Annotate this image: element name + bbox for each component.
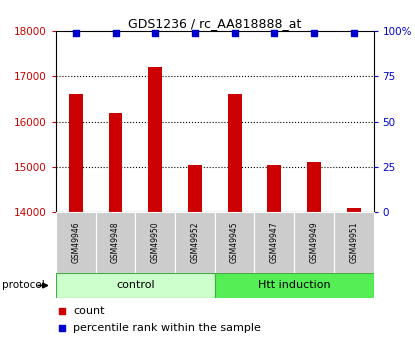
Bar xyxy=(56,273,215,298)
Text: GSM49946: GSM49946 xyxy=(71,221,81,263)
Bar xyxy=(175,212,215,273)
Bar xyxy=(347,208,361,212)
Point xyxy=(112,30,119,36)
Bar xyxy=(135,212,175,273)
Bar xyxy=(215,273,374,298)
Bar xyxy=(334,212,374,273)
Point xyxy=(311,30,317,36)
Text: count: count xyxy=(73,306,105,315)
Point xyxy=(271,30,278,36)
Bar xyxy=(148,67,162,212)
Text: percentile rank within the sample: percentile rank within the sample xyxy=(73,323,261,333)
Bar xyxy=(254,212,294,273)
Text: GSM49945: GSM49945 xyxy=(230,221,239,263)
Point xyxy=(269,238,276,244)
Bar xyxy=(96,212,135,273)
Text: Htt induction: Htt induction xyxy=(258,280,330,290)
Bar xyxy=(109,112,122,212)
Text: GSM49949: GSM49949 xyxy=(310,221,318,263)
Title: GDS1236 / rc_AA818888_at: GDS1236 / rc_AA818888_at xyxy=(128,17,301,30)
Point xyxy=(269,81,276,87)
Text: GSM49951: GSM49951 xyxy=(349,221,358,263)
Point xyxy=(231,30,238,36)
Bar xyxy=(215,212,254,273)
Bar xyxy=(188,165,202,212)
Bar xyxy=(307,162,321,212)
Text: GSM49948: GSM49948 xyxy=(111,221,120,263)
Point xyxy=(73,30,79,36)
Bar xyxy=(228,95,242,212)
Point xyxy=(152,30,159,36)
Bar xyxy=(56,212,96,273)
Bar xyxy=(69,95,83,212)
Point xyxy=(350,30,357,36)
Text: protocol: protocol xyxy=(2,280,45,290)
Text: control: control xyxy=(116,280,155,290)
Text: GSM49947: GSM49947 xyxy=(270,221,279,263)
Text: GSM49952: GSM49952 xyxy=(190,221,200,263)
Text: GSM49950: GSM49950 xyxy=(151,221,160,263)
Bar xyxy=(294,212,334,273)
Bar xyxy=(267,165,281,212)
Point xyxy=(192,30,198,36)
